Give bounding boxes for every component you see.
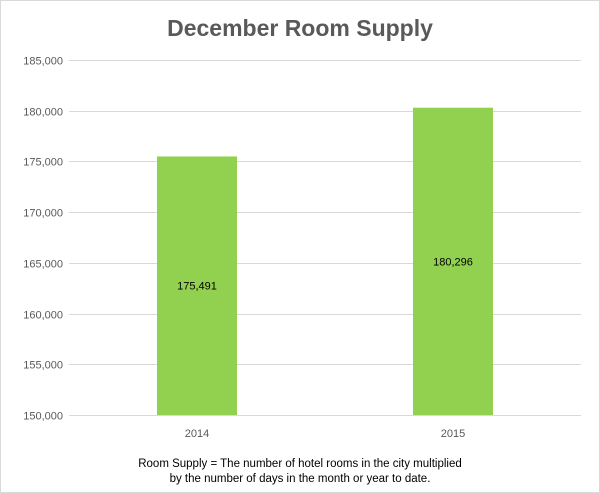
x-tick-label: 2014 (185, 428, 209, 440)
bar-2015 (413, 107, 493, 415)
bar-2014 (157, 156, 237, 415)
y-tick-label: 155,000 (23, 360, 63, 372)
data-label: 180,296 (433, 256, 473, 268)
footnote: Room Supply = The number of hotel rooms … (1, 457, 599, 487)
y-tick-label: 170,000 (23, 208, 63, 220)
y-tick-label: 160,000 (23, 310, 63, 322)
y-tick-label: 180,000 (23, 107, 63, 119)
y-tick-label: 165,000 (23, 259, 63, 271)
x-tick-label: 2015 (441, 428, 465, 440)
y-tick-label: 150,000 (23, 411, 63, 423)
footnote-line-2: by the number of days in the month or ye… (169, 473, 431, 485)
y-tick-label: 185,000 (23, 56, 63, 68)
footnote-line-1: Room Supply = The number of hotel rooms … (138, 458, 462, 470)
bar-chart: 150,000 155,000 160,000 165,000 170,000 175,0… (23, 56, 581, 440)
y-tick-label: 175,000 (23, 157, 63, 169)
chart-title: December Room Supply (167, 15, 433, 41)
data-label: 175,491 (177, 281, 217, 293)
